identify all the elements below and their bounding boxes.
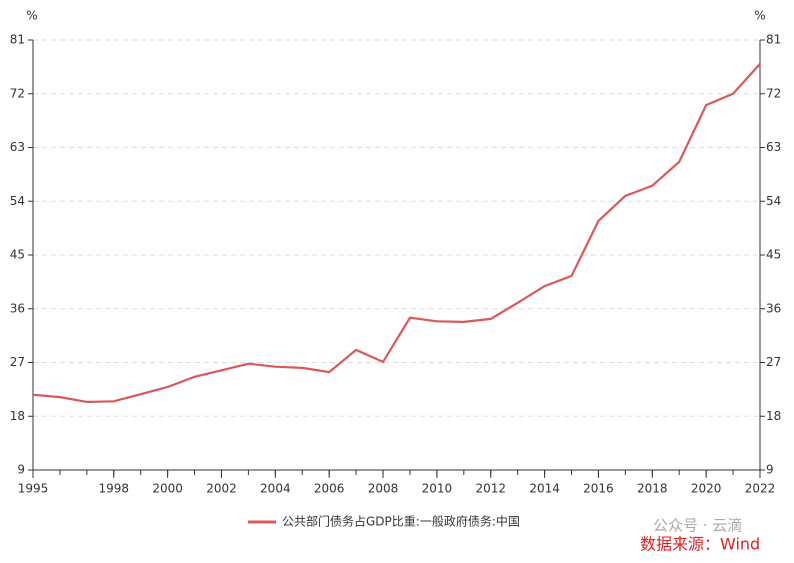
y-tick-label: 54 bbox=[10, 194, 25, 208]
y2-tick-label: 9 bbox=[766, 463, 774, 477]
y-tick-label: 18 bbox=[10, 409, 25, 423]
data-line bbox=[32, 63, 761, 404]
x-tick-label: 1995 bbox=[18, 482, 49, 496]
y2-tick-label: 36 bbox=[766, 301, 781, 315]
x-tick-label: 2020 bbox=[691, 482, 722, 496]
y-axis-unit: % bbox=[26, 9, 37, 23]
y-tick-label: 81 bbox=[10, 33, 25, 47]
x-tick-label: 2018 bbox=[637, 482, 668, 496]
y2-tick-label: 45 bbox=[766, 248, 781, 262]
source: 数据来源：Wind bbox=[640, 535, 760, 554]
x-tick-label: 2006 bbox=[314, 482, 345, 496]
x-tick-label: 2014 bbox=[529, 482, 560, 496]
y2-tick-label: 18 bbox=[766, 409, 781, 423]
x-tick-label: 2010 bbox=[422, 482, 453, 496]
y-tick-label: 45 bbox=[10, 248, 25, 262]
x-tick-label: 2004 bbox=[260, 482, 291, 496]
y2-axis-unit: % bbox=[754, 9, 765, 23]
y2-tick-label: 54 bbox=[766, 194, 781, 208]
y2-tick-label: 72 bbox=[766, 86, 781, 100]
x-tick-label: 2000 bbox=[152, 482, 183, 496]
x-tick-label: 2016 bbox=[583, 482, 614, 496]
y-tick-label: 63 bbox=[10, 140, 25, 154]
watermark: 公众号 · 云滴 bbox=[653, 517, 742, 535]
legend-label: 公共部门债务占GDP比重:一般政府债务:中国 bbox=[282, 514, 520, 529]
x-tick-label: 2012 bbox=[475, 482, 506, 496]
y-tick-label: 9 bbox=[17, 463, 25, 477]
y-tick-label: 27 bbox=[10, 355, 25, 369]
y-tick-label: 36 bbox=[10, 301, 25, 315]
y2-tick-label: 63 bbox=[766, 140, 781, 154]
x-tick-label: 2002 bbox=[206, 482, 237, 496]
y-tick-label: 72 bbox=[10, 86, 25, 100]
y2-tick-label: 27 bbox=[766, 355, 781, 369]
y2-tick-label: 81 bbox=[766, 33, 781, 47]
x-tick-label: 1998 bbox=[99, 482, 130, 496]
x-tick-label: 2022 bbox=[745, 482, 776, 496]
x-tick-label: 2008 bbox=[368, 482, 399, 496]
